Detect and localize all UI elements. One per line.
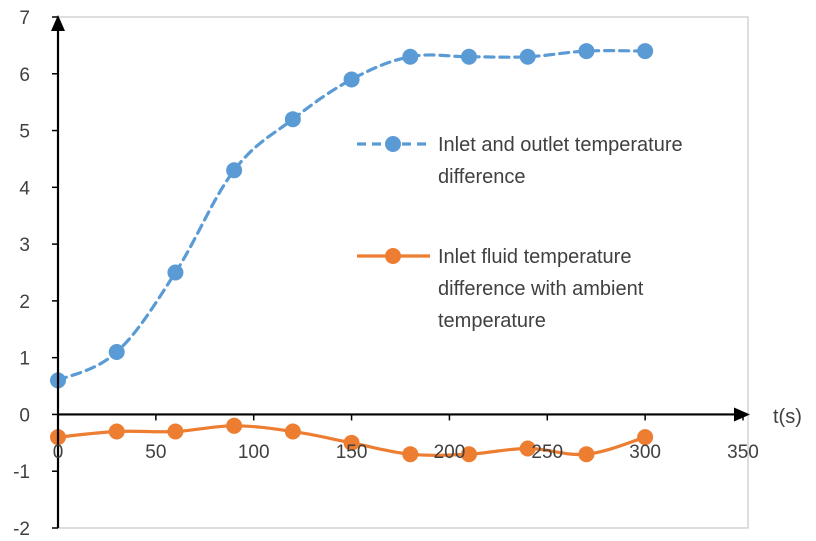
series-1-point <box>343 71 360 88</box>
y-tick-label: 0 <box>19 405 30 426</box>
series-layer <box>50 43 654 463</box>
y-tick-label: 6 <box>19 65 30 86</box>
series-1-point <box>578 43 595 60</box>
legend-label-2: difference with ambient <box>438 278 644 300</box>
x-tick-label: 150 <box>336 442 368 463</box>
y-tick-label: -1 <box>13 462 30 483</box>
series-2-point <box>284 423 301 440</box>
y-axis-arrow <box>51 15 65 31</box>
legend-label-2: Inlet fluid temperature <box>438 246 631 268</box>
legend-marker-1 <box>385 136 401 152</box>
y-tick-label: 1 <box>19 349 30 370</box>
series-1-point <box>461 48 477 65</box>
y-tick-label: 5 <box>19 122 30 143</box>
series-2-point <box>519 440 536 457</box>
x-tick-label: 100 <box>238 442 270 463</box>
x-tick-label: 250 <box>531 442 563 463</box>
series-2-point <box>402 446 419 463</box>
series-2-point <box>578 446 595 463</box>
x-tick-label: 350 <box>727 442 759 463</box>
legend-label-1: difference <box>438 166 525 188</box>
legend: Inlet and outlet temperature difference In… <box>357 134 683 332</box>
y-tick-label: 4 <box>19 178 30 199</box>
x-tick-label: 50 <box>145 442 166 463</box>
series-1-point <box>519 48 536 65</box>
axis-layer <box>51 15 750 529</box>
series-2-point <box>343 434 360 451</box>
y-tick-label: 7 <box>19 8 30 29</box>
y-tick-label: 3 <box>19 235 30 256</box>
legend-label-2: temperature <box>438 310 546 332</box>
series-line-1 <box>56 49 647 382</box>
series-1-point <box>167 264 184 281</box>
series-2-point <box>108 423 125 440</box>
y-tick-label: 2 <box>19 292 30 313</box>
series-1-point <box>226 162 243 179</box>
series-1-point <box>284 111 301 128</box>
legend-marker-2 <box>385 248 401 264</box>
x-axis-arrow <box>734 407 750 422</box>
series-1-point <box>108 343 125 360</box>
series-2-point <box>226 417 243 434</box>
tick-labels: -2 -1 0 1 2 3 4 5 6 7 0 50 100 150 200 250 300 350 <box>13 8 759 540</box>
series-2-point <box>167 423 184 440</box>
x-axis-label: t(s) <box>773 406 802 428</box>
legend-label-1: Inlet and outlet temperature <box>438 134 683 156</box>
series-2-point <box>461 446 477 463</box>
series-2-point <box>637 429 654 446</box>
x-tick-label: 0 <box>53 442 64 463</box>
series-1-point <box>402 48 419 65</box>
y-tick-label: -2 <box>13 519 30 540</box>
x-tick-label: 300 <box>629 442 661 463</box>
series-1-point <box>637 43 654 60</box>
x-tick-label: 200 <box>434 442 466 463</box>
